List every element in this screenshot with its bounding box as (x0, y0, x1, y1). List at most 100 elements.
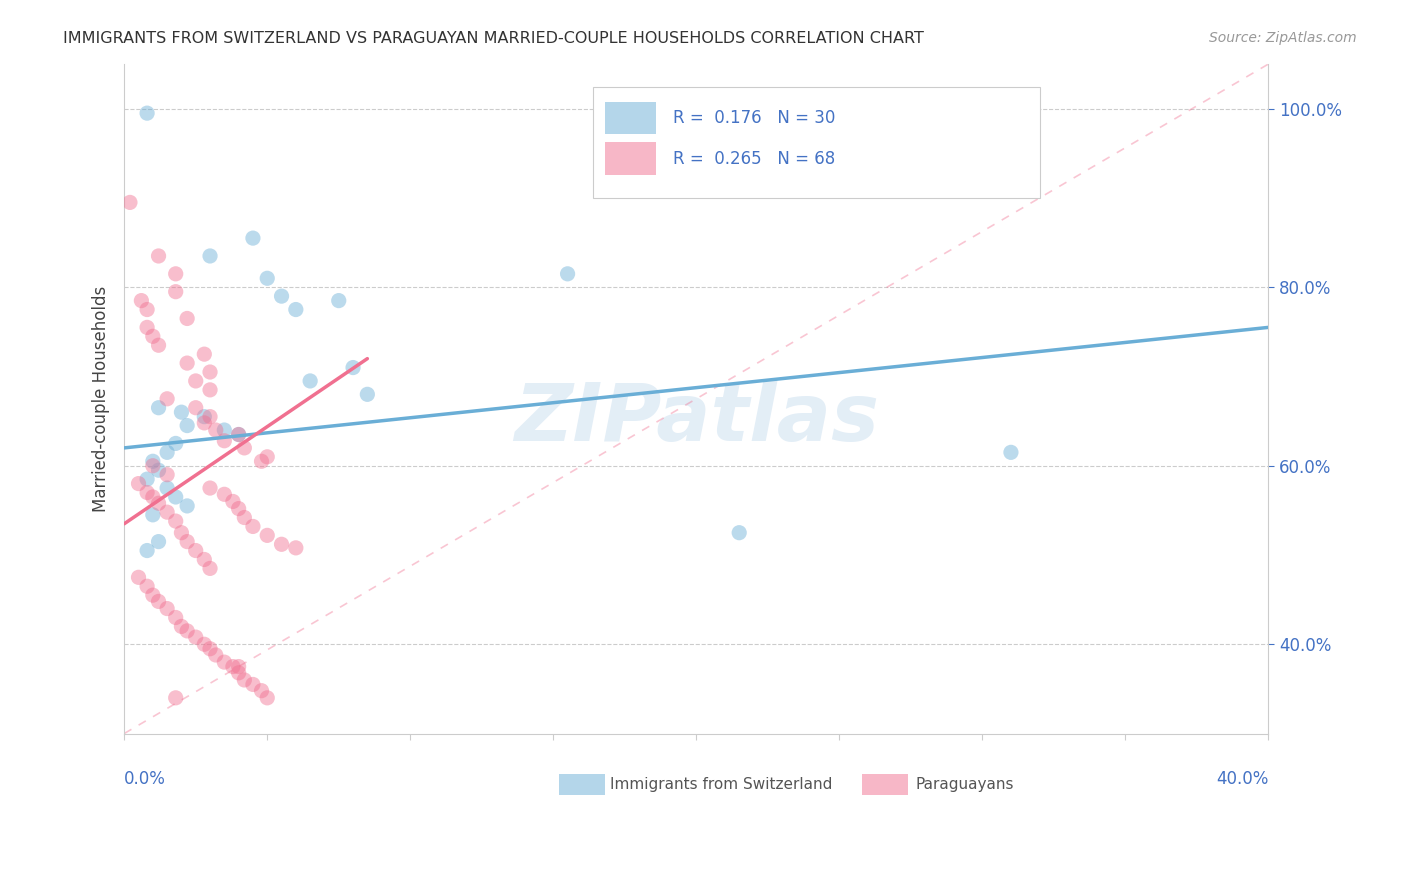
Point (214, 423, 236, 437)
Point (204, 423, 226, 437)
Point (184, 543, 207, 558)
Point (193, 347, 215, 361)
Point (148, 463, 170, 477)
Point (156, 505, 179, 519)
Point (198, 561, 221, 575)
Point (233, 441, 256, 455)
Point (233, 510, 256, 524)
Point (176, 356, 198, 370)
Point (148, 249, 170, 263)
Text: 40.0%: 40.0% (1216, 771, 1268, 789)
Point (204, 648, 226, 662)
Point (214, 434, 236, 448)
Point (233, 673, 256, 687)
Point (148, 338, 170, 352)
Point (156, 467, 179, 482)
Point (136, 302, 159, 317)
Point (228, 501, 250, 516)
Point (198, 383, 221, 397)
Point (256, 450, 278, 464)
Point (728, 525, 751, 540)
Point (198, 249, 221, 263)
Point (128, 570, 150, 584)
Text: R =  0.265   N = 68: R = 0.265 N = 68 (673, 150, 835, 168)
Point (176, 499, 198, 513)
Bar (605, 103, 657, 135)
Y-axis label: Married-couple Households: Married-couple Households (93, 285, 110, 512)
Point (193, 552, 215, 566)
Point (136, 472, 159, 486)
Point (228, 659, 250, 673)
Point (176, 534, 198, 549)
Point (198, 641, 221, 656)
Point (557, 267, 579, 281)
Point (165, 267, 187, 281)
Point (156, 445, 179, 459)
Point (136, 320, 159, 334)
Point (250, 454, 273, 468)
Point (156, 392, 179, 406)
Point (142, 490, 165, 504)
Text: IMMIGRANTS FROM SWITZERLAND VS PARAGUAYAN MARRIED-COUPLE HOUSEHOLDS CORRELATION : IMMIGRANTS FROM SWITZERLAND VS PARAGUAYA… (63, 31, 924, 46)
Point (193, 416, 215, 430)
Point (184, 630, 207, 644)
Text: Source: ZipAtlas.com: Source: ZipAtlas.com (1209, 31, 1357, 45)
Point (148, 401, 170, 415)
Point (142, 329, 165, 343)
Bar (862, 773, 908, 795)
Point (148, 496, 170, 510)
Point (176, 311, 198, 326)
Text: R =  0.176   N = 30: R = 0.176 N = 30 (673, 109, 835, 127)
Point (242, 519, 264, 533)
Point (142, 508, 165, 522)
Point (328, 293, 350, 308)
Point (148, 534, 170, 549)
Point (136, 579, 159, 593)
Point (222, 494, 245, 508)
Point (284, 302, 307, 317)
Bar (560, 773, 605, 795)
Point (256, 271, 278, 285)
Point (142, 458, 165, 473)
Point (128, 476, 150, 491)
Point (142, 454, 165, 468)
Point (242, 677, 264, 691)
Point (165, 610, 187, 624)
Point (270, 537, 292, 551)
Point (342, 360, 364, 375)
Point (136, 543, 159, 558)
Point (228, 427, 250, 442)
Point (118, 195, 141, 210)
Point (184, 374, 207, 388)
Point (284, 541, 307, 555)
Point (136, 485, 159, 500)
FancyBboxPatch shape (593, 87, 1039, 198)
Point (131, 293, 153, 308)
Point (148, 594, 170, 608)
Point (270, 289, 292, 303)
Point (193, 409, 215, 424)
Point (256, 528, 278, 542)
Point (193, 637, 215, 651)
Point (142, 588, 165, 602)
Point (256, 690, 278, 705)
Point (299, 374, 322, 388)
Point (214, 487, 236, 501)
Point (242, 231, 264, 245)
Point (214, 655, 236, 669)
Point (170, 405, 193, 419)
Point (170, 525, 193, 540)
Bar (605, 143, 657, 175)
Point (198, 365, 221, 379)
Point (165, 690, 187, 705)
Point (356, 387, 378, 401)
Text: ZIPatlas: ZIPatlas (513, 380, 879, 458)
Point (165, 285, 187, 299)
Point (136, 106, 159, 120)
Point (170, 619, 193, 633)
Text: Paraguayans: Paraguayans (915, 777, 1015, 792)
Point (228, 427, 250, 442)
Point (156, 601, 179, 615)
Point (176, 624, 198, 638)
Point (156, 481, 179, 495)
